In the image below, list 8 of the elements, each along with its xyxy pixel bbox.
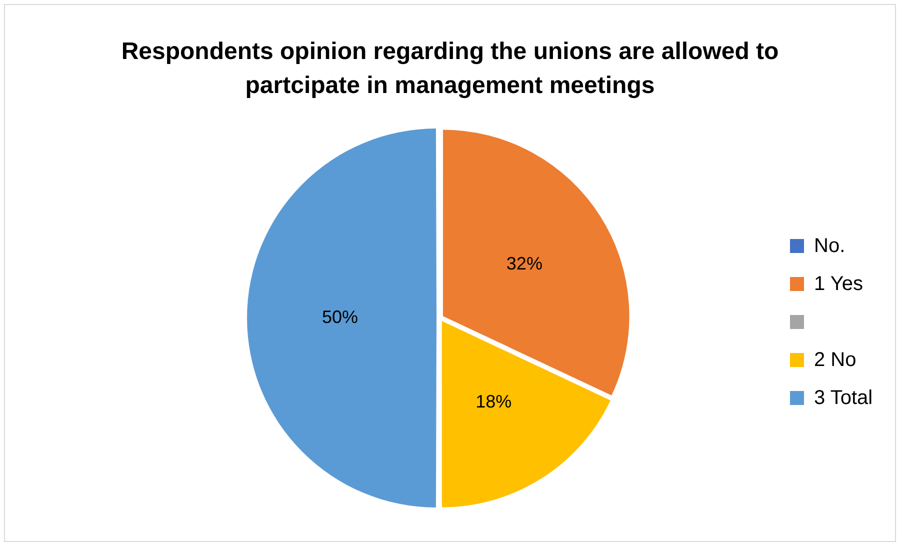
chart-title: Respondents opinion regarding the unions are allowed to partcipate in management meetings: [120, 37, 780, 101]
legend-label: 1 Yes: [814, 272, 863, 296]
data-label: 32%: [506, 253, 542, 274]
legend-label: 2 No: [814, 348, 856, 372]
legend-label: No.: [814, 234, 846, 258]
data-label: 18%: [476, 391, 512, 412]
legend-label: 3 Total: [814, 386, 873, 410]
data-label: 50%: [322, 306, 358, 327]
